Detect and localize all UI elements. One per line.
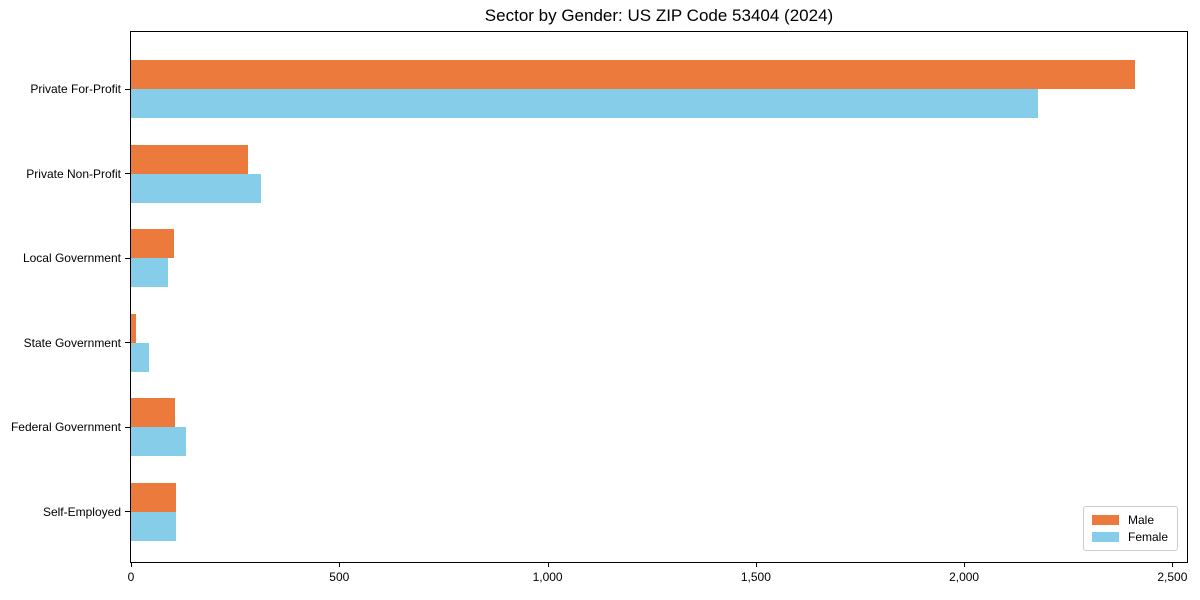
x-tick [755,562,757,567]
female-swatch-icon [1091,532,1119,542]
y-tick-label: Self-Employed [42,504,121,519]
bar-female-2 [131,173,261,203]
legend-entry-male: Male [1091,513,1168,527]
x-tick-label: 2,000 [949,570,980,584]
bar-female-6 [131,511,176,541]
y-tick-label: Private Non-Profit [26,166,121,181]
y-tick [125,257,130,259]
bar-female-1 [131,89,1039,118]
bar-male-1 [131,60,1136,89]
y-tick [125,426,130,428]
legend-label-female: Female [1127,530,1168,544]
male-swatch-icon [1091,515,1119,525]
x-tick [131,562,132,567]
bar-female-3 [131,258,168,287]
x-tick-label: 1,500 [740,570,771,584]
bar-female-5 [131,427,187,456]
x-tick [339,562,341,567]
bar-male-6 [131,482,177,512]
y-tick [125,511,130,512]
legend: Male Female [1082,506,1178,551]
x-tick-label: 0 [127,570,135,584]
chart-title: Sector by Gender: US ZIP Code 53404 (202… [484,6,834,25]
x-tick [964,562,966,567]
legend-label-male: Male [1127,513,1154,527]
bar-male-2 [131,144,249,174]
bar-male-5 [131,398,176,427]
x-tick [1172,562,1174,567]
y-tick-label: Local Government [22,251,121,265]
x-tick-label: 500 [329,570,350,584]
y-tick [125,173,130,174]
y-tick-label: Private For-Profit [30,82,121,96]
plot-area: Male Female Private For-Profit Private No… [11,31,1188,584]
bar-female-4 [131,342,150,372]
bar-male-3 [131,229,174,258]
y-tick-label: State Government [23,335,121,350]
legend-entry-female: Female [1091,530,1168,544]
x-tick-label: 1,000 [532,570,563,584]
x-tick [547,562,549,567]
y-tick [125,342,130,343]
y-tick-label: Federal Government [10,420,121,434]
x-tick-label: 2,500 [1157,570,1188,584]
bar-male-4 [131,313,136,343]
y-tick [125,88,130,90]
